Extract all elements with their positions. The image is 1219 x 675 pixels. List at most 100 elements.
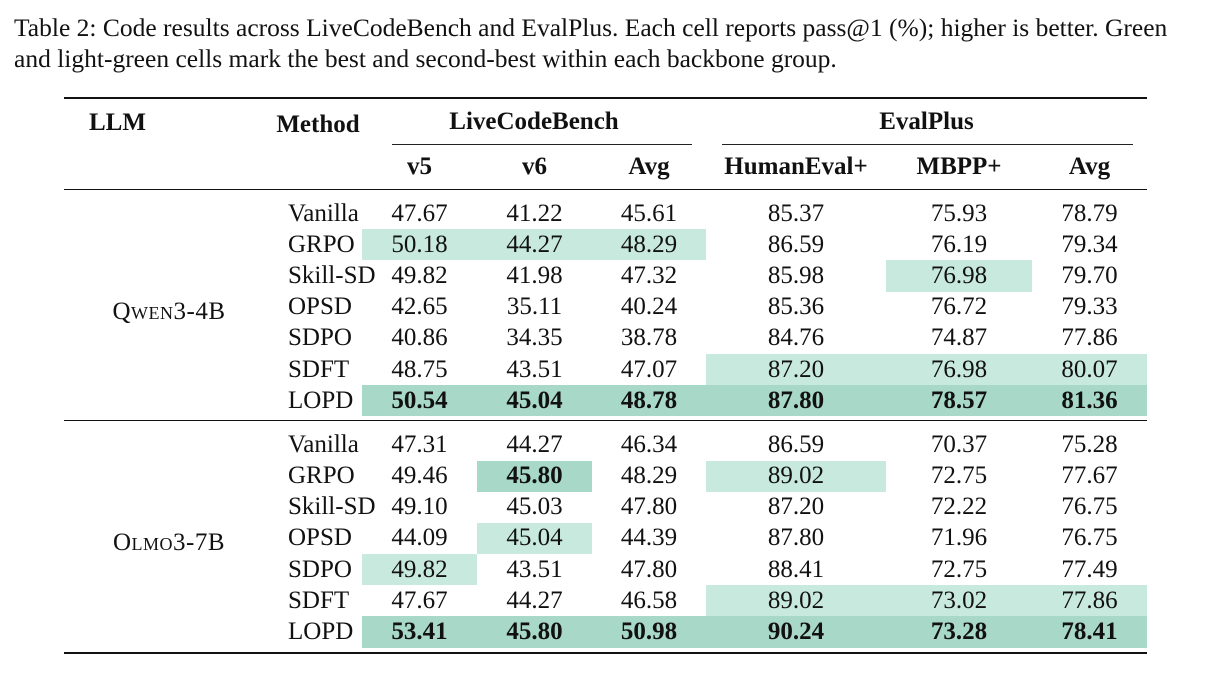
result-cell: 72.75 [930, 555, 988, 583]
result-cell: 40.24 [620, 293, 678, 321]
result-cell: 48.78 [592, 385, 706, 417]
result-cell: 49.46 [391, 462, 448, 490]
method-name: GRPO [288, 230, 355, 258]
header-col-v5: v5 [407, 153, 432, 180]
method-name: SDFT [288, 355, 350, 383]
result-cell: 73.28 [886, 616, 1032, 648]
result-cell: 72.75 [930, 462, 988, 490]
result-cell: 45.61 [620, 199, 678, 227]
result-cell: 86.59 [767, 230, 825, 258]
result-cell: 85.36 [767, 293, 825, 321]
table-row: LOPD 50.54 45.04 48.78 87.80 78.57 81.36 [64, 385, 1147, 417]
table-row: Skill-SD 49.10 45.03 47.80 87.20 72.22 76.75 [64, 492, 1147, 523]
result-cell: 38.78 [620, 324, 678, 352]
table-row: LOPD 53.41 45.80 50.98 90.24 73.28 78.41 [64, 616, 1147, 648]
result-cell: 48.29 [620, 462, 678, 490]
result-cell: 35.11 [506, 293, 563, 321]
method-name: GRPO [288, 462, 355, 490]
result-cell: 74.87 [930, 324, 988, 352]
result-cell: 44.27 [477, 229, 592, 261]
result-cell: 72.22 [930, 493, 988, 521]
result-cell: 89.02 [706, 460, 886, 492]
result-cell: 76.75 [1061, 493, 1118, 521]
result-cell: 70.37 [930, 430, 988, 458]
table-row: SDPO 49.82 43.51 47.80 88.41 72.75 77.49 [64, 554, 1147, 586]
result-cell: 43.51 [506, 355, 563, 383]
result-cell: 87.80 [706, 385, 886, 417]
method-name: LOPD [288, 618, 354, 646]
result-cell: 47.67 [391, 199, 448, 227]
result-cell: 88.41 [767, 555, 825, 583]
method-name: OPSD [288, 293, 352, 321]
table-row: Qwen3-4B Vanilla 47.67 41.22 45.61 85.37 75.93… [64, 198, 1147, 326]
result-cell: 80.07 [1032, 353, 1147, 386]
result-cell: 46.34 [620, 430, 678, 458]
result-cell: 40.86 [391, 324, 448, 352]
header-group-livecodebench: LiveCodeBench [362, 99, 706, 145]
method-name: Vanilla [288, 199, 359, 227]
method-name: Skill-SD [288, 261, 376, 289]
table-row: GRPO 50.18 44.27 48.29 86.59 76.19 79.34 [64, 229, 1147, 261]
result-cell: 75.93 [930, 199, 988, 227]
method-name: Vanilla [288, 430, 359, 458]
header-group-evalplus: EvalPlus [706, 99, 1147, 145]
result-cell: 41.22 [506, 199, 563, 227]
result-cell: 77.49 [1061, 555, 1118, 583]
result-cell: 85.98 [767, 261, 825, 289]
method-name: SDPO [288, 324, 352, 352]
result-cell: 76.19 [930, 230, 988, 258]
table-row: GRPO 49.46 45.80 48.29 89.02 72.75 77.67 [64, 460, 1147, 492]
result-cell: 50.54 [362, 385, 477, 417]
result-cell: 87.80 [767, 524, 825, 552]
header-col-v6: v6 [522, 153, 547, 180]
result-cell: 89.02 [706, 585, 886, 617]
method-name: SDPO [288, 555, 352, 583]
result-cell: 47.80 [620, 555, 678, 583]
result-cell: 79.33 [1061, 293, 1118, 321]
result-cell: 44.27 [506, 586, 563, 614]
result-cell: 46.58 [620, 586, 678, 614]
results-table: LLM Method LiveCodeBench EvalPlus v5 v6 … [64, 97, 1147, 655]
result-cell: 86.59 [767, 430, 825, 458]
method-name: OPSD [288, 524, 352, 552]
result-cell: 44.09 [391, 524, 448, 552]
result-cell: 76.75 [1061, 524, 1118, 552]
result-cell: 77.86 [1061, 324, 1118, 352]
header-col-mbpp: MBPP+ [916, 153, 1002, 180]
result-cell: 90.24 [706, 616, 886, 648]
backbone-label: Olmo3-7B [112, 529, 226, 557]
result-cell: 78.57 [886, 385, 1032, 417]
result-cell: 49.10 [391, 493, 448, 521]
result-cell: 78.79 [1061, 199, 1118, 227]
table-row: OPSD 44.09 45.04 44.39 87.80 71.96 76.75 [64, 522, 1147, 555]
result-cell: 79.70 [1061, 261, 1118, 289]
backbone-label: Qwen3-4B [112, 298, 226, 326]
table-caption: Table 2: Code results across LiveCodeBen… [14, 13, 1168, 73]
result-cell: 47.07 [620, 355, 678, 383]
result-cell: 79.34 [1061, 230, 1118, 258]
result-cell: 45.80 [477, 616, 592, 648]
result-cell: 76.72 [930, 293, 988, 321]
result-cell: 71.96 [930, 524, 988, 552]
result-cell: 81.36 [1032, 385, 1147, 417]
result-cell: 49.82 [391, 261, 448, 289]
result-cell: 75.28 [1061, 430, 1118, 458]
result-cell: 45.04 [477, 385, 592, 417]
result-cell: 45.03 [506, 493, 563, 521]
header-col-lcb-avg: Avg [628, 153, 670, 180]
result-cell: 45.04 [477, 522, 592, 555]
result-cell: 77.67 [1061, 462, 1118, 490]
method-name: Skill-SD [288, 493, 376, 521]
result-cell: 47.31 [391, 430, 448, 458]
result-cell: 42.65 [391, 293, 448, 321]
table-row: SDFT 47.67 44.27 46.58 89.02 73.02 77.86 [64, 585, 1147, 617]
result-cell: 76.98 [886, 260, 1032, 292]
result-cell: 48.75 [391, 355, 448, 383]
result-cell: 87.20 [767, 493, 825, 521]
result-cell: 47.32 [620, 261, 678, 289]
result-cell: 44.27 [506, 430, 563, 458]
result-cell: 45.80 [477, 460, 592, 492]
result-cell: 53.41 [362, 616, 477, 648]
result-cell: 41.98 [506, 261, 563, 289]
result-cell: 50.18 [362, 229, 477, 261]
